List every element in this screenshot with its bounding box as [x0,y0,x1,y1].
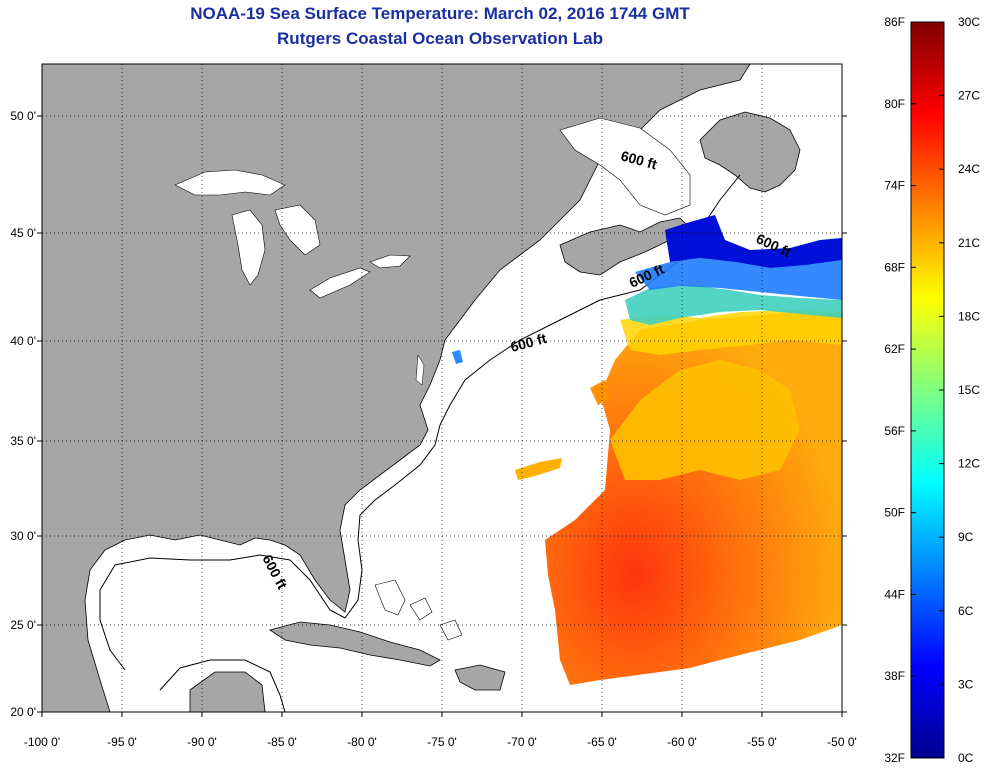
celsius-label: 24C [958,162,980,176]
lon-label: -90 0' [187,735,217,749]
celsius-label: 12C [958,457,980,471]
celsius-label: 30C [958,15,980,29]
fahrenheit-label: 38F [884,669,905,683]
land-north-america [42,64,751,712]
lon-label: -85 0' [267,735,297,749]
lon-label: -60 0' [667,735,697,749]
celsius-label: 3C [958,677,974,691]
lat-label: 50 0' [10,109,36,123]
sst-streak-b [590,380,612,405]
lon-label: -70 0' [507,735,537,749]
lake-superior [174,169,286,196]
fahrenheit-label: 32F [884,751,905,765]
sst-blue-nj [452,350,463,364]
sst-coldest [665,215,842,268]
graticule [42,64,842,712]
gulf-st-lawrence [559,117,691,216]
lat-label: 25 0' [10,618,36,632]
celsius-label: 18C [958,309,980,323]
fahrenheit-label: 68F [884,260,905,274]
fahrenheit-label: 80F [884,97,905,111]
lake-erie [309,267,371,299]
fahrenheit-label: 56F [884,424,905,438]
fahrenheit-label: 50F [884,506,905,520]
lon-label: -65 0' [587,735,617,749]
sst-mid-patch [610,360,800,480]
celsius-label: 6C [958,604,974,618]
colorbar-scale [910,21,945,759]
lake-ontario [369,254,411,269]
celsius-label: 21C [958,236,980,250]
map-title: NOAA-19 Sea Surface Temperature: March 0… [190,4,690,23]
lon-label: -75 0' [427,735,457,749]
bahamas [374,579,463,641]
land-hispaniola [454,664,506,691]
map-subtitle: Rutgers Coastal Ocean Observation Lab [277,29,603,48]
fahrenheit-label: 62F [884,342,905,356]
lon-label: -80 0' [347,735,377,749]
land-newfoundland [699,111,801,193]
lon-label: -95 0' [107,735,137,749]
lat-label: 45 0' [10,226,36,240]
lat-label: 30 0' [10,529,36,543]
sst-streak-a [515,458,562,480]
fahrenheit-label: 44F [884,587,905,601]
sst-data [452,215,842,685]
celsius-label: 0C [958,751,974,765]
sst-yellow-front [620,310,842,355]
lon-label: -55 0' [747,735,777,749]
fahrenheit-label: 86F [884,15,905,29]
lake-michigan [231,209,266,286]
sst-cool-shelf [625,285,842,325]
lat-label: 40 0' [10,334,36,348]
chesapeake-bay [415,354,425,386]
land-cuba [269,621,441,667]
isobath-600ft-gulf-loop [159,659,286,712]
celsius-label: 9C [958,530,974,544]
lon-label: -100 0' [24,735,60,749]
celsius-label: 15C [958,383,980,397]
lat-label: 35 0' [10,434,36,448]
isobath-600ft [99,174,741,671]
lake-huron [274,204,321,256]
land-yucatan [189,671,266,712]
fahrenheit-label: 74F [884,179,905,193]
celsius-label: 27C [958,89,980,103]
lon-label: -50 0' [827,735,857,749]
lat-label: 20 0' [10,705,36,719]
